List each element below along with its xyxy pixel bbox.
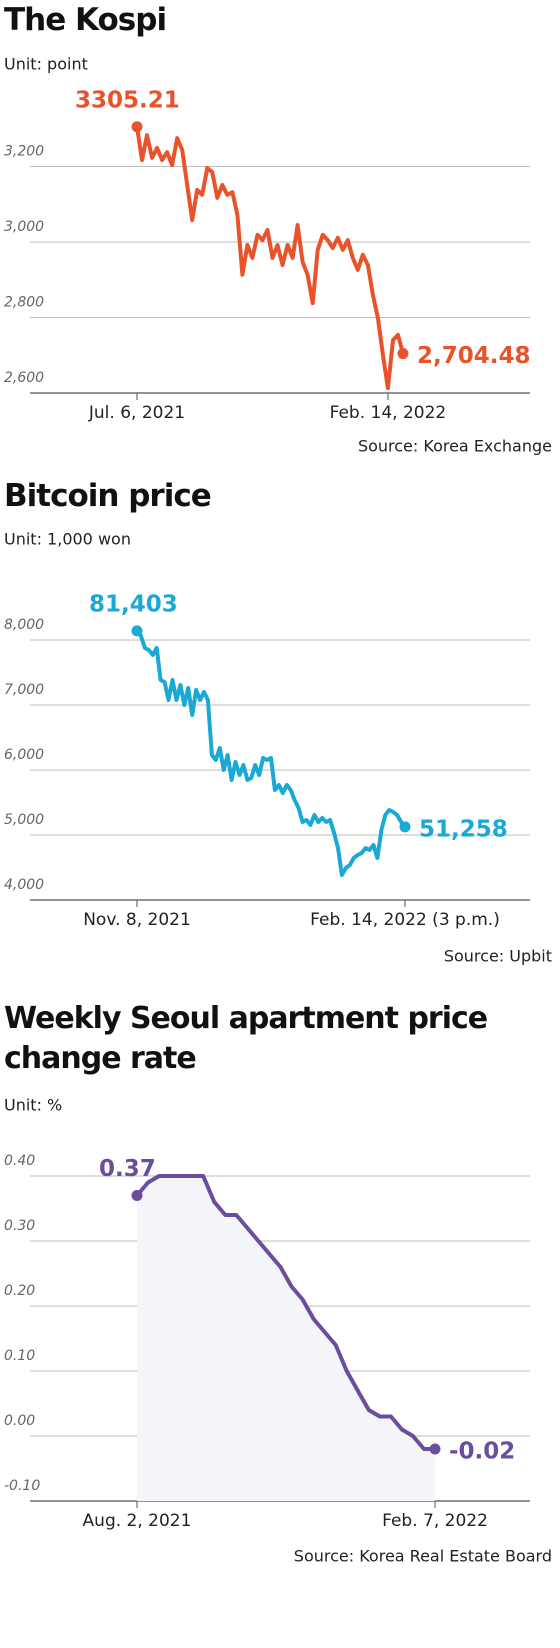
unit: Unit: 1,000 won (4, 530, 131, 549)
y-tick-label: 4,000 (4, 877, 44, 893)
line (135, 629, 407, 877)
point (399, 821, 411, 833)
unit: Unit: % (4, 1096, 62, 1115)
y-tick-label: 5,000 (4, 812, 44, 828)
value-label: 51,258 (419, 816, 508, 842)
y-tick-label: 0.10 (4, 1348, 35, 1364)
value-label: 3305.21 (75, 87, 180, 113)
value-label: 0.37 (99, 1156, 156, 1182)
source: Source: Upbit (444, 947, 552, 966)
x-tick-label: Feb. 14, 2022 (330, 403, 447, 423)
unit: Unit: point (4, 55, 88, 74)
y-tick-label: 0.30 (4, 1218, 35, 1234)
y-tick-label: 2,800 (4, 295, 44, 311)
value-label: 81,403 (89, 591, 178, 617)
line (135, 1174, 435, 1451)
y-tick-label: 0.00 (4, 1413, 35, 1429)
point (131, 121, 143, 133)
chart-title: Weekly Seoul apartment price change rate (4, 1001, 488, 1076)
line (135, 126, 405, 391)
chart-title: Bitcoin price (4, 478, 212, 514)
point (429, 1443, 441, 1455)
point (131, 1190, 143, 1201)
area (137, 1176, 435, 1501)
y-tick-label: 2,600 (4, 370, 44, 386)
source: Source: Korea Exchange (358, 437, 552, 456)
point (131, 625, 143, 637)
x-tick-label: Feb. 14, 2022 (3 p.m.) (310, 910, 500, 930)
value-label: -0.02 (449, 1439, 515, 1465)
x-tick-label: Jul. 6, 2021 (88, 403, 185, 423)
y-tick-label: 0.40 (4, 1153, 35, 1169)
y-tick-label: 7,000 (4, 682, 44, 698)
point (397, 348, 409, 360)
x-tick-label: Feb. 7, 2022 (382, 1511, 488, 1531)
y-tick-label: 8,000 (4, 617, 44, 633)
y-tick-label: 6,000 (4, 747, 44, 763)
y-tick-label: 3,000 (4, 219, 44, 235)
value-label: 2,704.48 (417, 343, 531, 369)
x-tick-label: Aug. 2, 2021 (83, 1511, 192, 1531)
y-tick-label: 0.20 (4, 1283, 35, 1299)
x-tick-label: Nov. 8, 2021 (83, 910, 191, 930)
y-tick-label: -0.10 (4, 1478, 40, 1494)
y-tick-label: 3,200 (4, 144, 44, 160)
source: Source: Korea Real Estate Board (294, 1547, 552, 1566)
chart-title: The Kospi (4, 2, 167, 38)
